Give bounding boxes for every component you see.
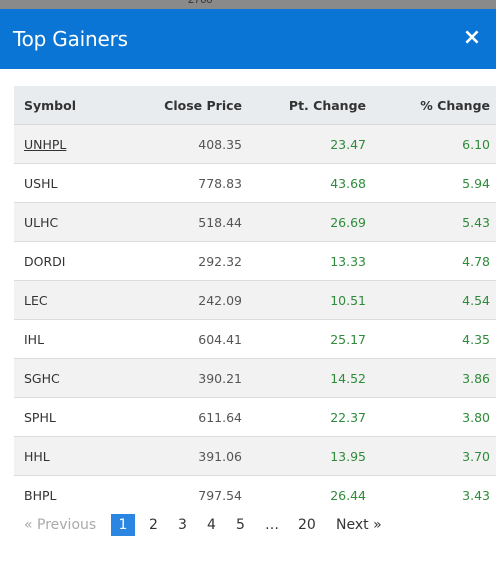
row-pct-change: 3.70 <box>376 436 496 476</box>
row-symbol: BHPL <box>24 487 57 503</box>
row-symbol: LEC <box>14 280 128 320</box>
row-pct-change: 5.94 <box>376 163 496 203</box>
row-pct-change: 4.78 <box>376 241 496 281</box>
page-20-button[interactable]: 20 <box>298 517 316 533</box>
page-4-button[interactable]: 4 <box>207 517 216 533</box>
table-row: IHL 604.41 25.17 4.35 <box>14 319 496 359</box>
page-ellipsis: … <box>265 517 279 533</box>
table-header-row: Symbol Close Price Pt. Change % Change <box>14 86 496 125</box>
symbol-link[interactable]: UNHPL <box>24 136 67 152</box>
row-symbol: USHL <box>14 163 128 203</box>
page-backdrop: 2760 <box>0 0 496 9</box>
row-pt-change: 13.95 <box>252 436 376 476</box>
pagination: « Previous 1 2 3 4 5 … 20 Next » <box>14 514 484 538</box>
row-close-price: 292.32 <box>128 241 252 281</box>
row-pt-change: 23.47 <box>252 124 376 164</box>
row-close-price: 778.83 <box>128 163 252 203</box>
header-close-price[interactable]: Close Price <box>128 86 252 125</box>
table-row: BHPL 797.54 26.44 3.43 <box>14 476 496 515</box>
backdrop-value: 2760 <box>188 0 213 6</box>
modal-title: Top Gainers <box>13 27 128 51</box>
row-close-price: 390.21 <box>128 358 252 398</box>
row-pct-change: 4.35 <box>376 319 496 359</box>
row-pt-change: 14.52 <box>252 358 376 398</box>
row-symbol: SGHC <box>14 358 128 398</box>
row-symbol: HHL <box>14 436 128 476</box>
table-row: LEC 242.09 10.51 4.54 <box>14 280 496 320</box>
page-3-button[interactable]: 3 <box>178 517 187 533</box>
row-symbol: ULHC <box>14 202 128 242</box>
row-pt-change: 26.44 <box>330 487 366 503</box>
row-close-price: 797.54 <box>198 487 242 503</box>
row-pt-change: 26.69 <box>252 202 376 242</box>
row-close-price: 604.41 <box>128 319 252 359</box>
gainers-table-container: Symbol Close Price Pt. Change % Change U… <box>14 86 496 514</box>
previous-page-button[interactable]: « Previous <box>24 517 97 533</box>
row-pct-change: 3.86 <box>376 358 496 398</box>
row-close-price: 242.09 <box>128 280 252 320</box>
table-row: SPHL 611.64 22.37 3.80 <box>14 397 496 437</box>
row-close-price: 391.06 <box>128 436 252 476</box>
row-symbol: UNHPL <box>14 124 128 164</box>
table-row: UNHPL 408.35 23.47 6.10 <box>14 124 496 164</box>
row-symbol: DORDI <box>14 241 128 281</box>
table-row: USHL 778.83 43.68 5.94 <box>14 163 496 203</box>
row-pt-change: 43.68 <box>252 163 376 203</box>
row-close-price: 518.44 <box>128 202 252 242</box>
header-symbol[interactable]: Symbol <box>14 86 128 125</box>
header-pct-change[interactable]: % Change <box>376 86 496 125</box>
table-row: SGHC 390.21 14.52 3.86 <box>14 358 496 398</box>
row-pct-change: 5.43 <box>376 202 496 242</box>
row-symbol: SPHL <box>14 397 128 437</box>
row-close-price: 611.64 <box>128 397 252 437</box>
next-page-button[interactable]: Next » <box>336 517 382 533</box>
row-pt-change: 22.37 <box>252 397 376 437</box>
row-pct-change: 4.54 <box>376 280 496 320</box>
page-5-button[interactable]: 5 <box>236 517 245 533</box>
row-pct-change: 6.10 <box>376 124 496 164</box>
table-row: DORDI 292.32 13.33 4.78 <box>14 241 496 281</box>
table-row: HHL 391.06 13.95 3.70 <box>14 436 496 476</box>
row-close-price: 408.35 <box>128 124 252 164</box>
gainers-table: Symbol Close Price Pt. Change % Change U… <box>14 86 496 514</box>
header-pt-change[interactable]: Pt. Change <box>252 86 376 125</box>
row-pt-change: 25.17 <box>252 319 376 359</box>
modal-header: Top Gainers × <box>0 9 496 69</box>
row-pct-change: 3.80 <box>376 397 496 437</box>
row-pt-change: 10.51 <box>252 280 376 320</box>
row-symbol: IHL <box>14 319 128 359</box>
page-1-button[interactable]: 1 <box>111 514 135 536</box>
page-2-button[interactable]: 2 <box>149 517 158 533</box>
close-icon[interactable]: × <box>462 25 482 50</box>
row-pct-change: 3.43 <box>462 487 490 503</box>
row-pt-change: 13.33 <box>252 241 376 281</box>
table-row: ULHC 518.44 26.69 5.43 <box>14 202 496 242</box>
